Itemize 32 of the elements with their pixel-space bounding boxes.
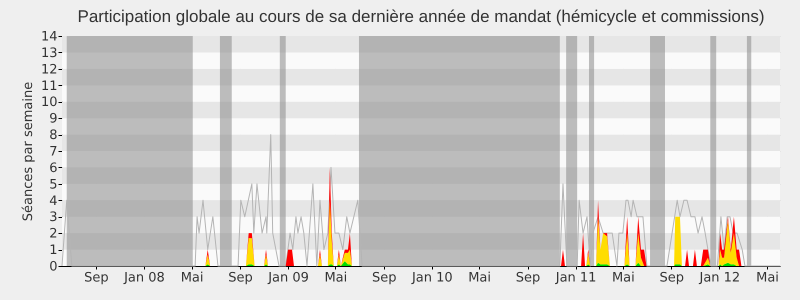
- x-tick-label: Mai: [324, 270, 348, 286]
- y-tick-label: 1: [49, 243, 58, 258]
- y-tick-label: 12: [40, 62, 58, 78]
- x-tick-label: Jan 09: [267, 270, 309, 286]
- x-tick-label: Sep: [660, 270, 684, 286]
- y-tick-label: 13: [40, 46, 58, 61]
- x-tick-label: Sep: [228, 270, 253, 286]
- y-tick-label: 6: [49, 160, 58, 176]
- y-tick-label: 9: [49, 112, 58, 127]
- x-tick-label: Mai: [612, 270, 635, 286]
- y-tick-label: 0: [49, 260, 58, 274]
- y-tick-label: 4: [49, 194, 58, 209]
- y-tick-label: 8: [49, 128, 58, 144]
- y-tick-label: 10: [40, 95, 58, 110]
- x-tick-label: Jan 11: [554, 270, 596, 286]
- y-tick-label: 7: [49, 144, 58, 160]
- y-tick-label: 14: [40, 30, 58, 44]
- x-tick-label: Jan 12: [698, 270, 740, 286]
- x-tick-label: Sep: [516, 270, 540, 286]
- y-tick-label: 11: [40, 78, 58, 94]
- y-axis-title: Séances par semaine: [20, 82, 36, 222]
- x-tick-label: Sep: [84, 270, 109, 286]
- x-tick-label: Sep: [372, 270, 397, 286]
- x-tick-label: Mai: [468, 270, 491, 286]
- y-tick-label: 3: [49, 210, 58, 226]
- x-tick-label: Jan 08: [123, 270, 165, 286]
- y-tick-label: 5: [49, 177, 58, 192]
- x-tick-label: Mai: [756, 270, 779, 286]
- chart-title: Participation globale au cours de sa dernière année de mandat (hémicycle et commissions): [78, 7, 764, 26]
- x-tick-label: Mai: [180, 270, 204, 286]
- x-tick-label: Jan 10: [410, 270, 453, 286]
- y-tick-label: 2: [49, 226, 58, 242]
